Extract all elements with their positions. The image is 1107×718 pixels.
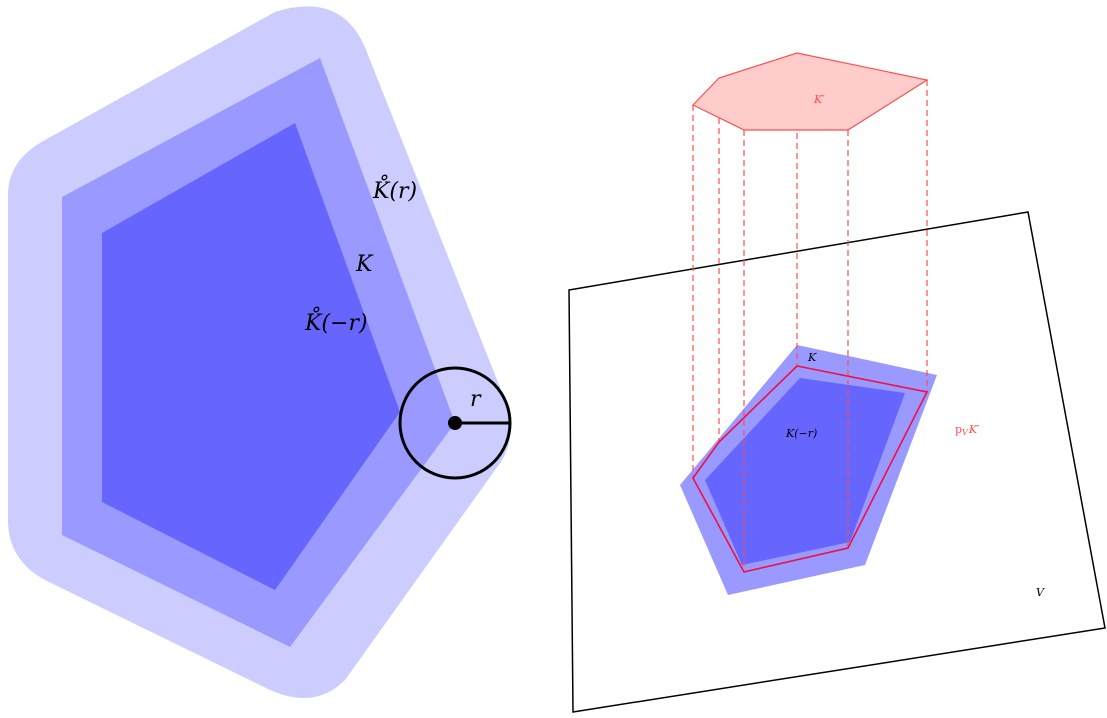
label-k-right: K bbox=[807, 351, 817, 364]
label-mid-k: K bbox=[355, 252, 374, 277]
label-radius-r: r bbox=[470, 387, 482, 412]
label-projection-prefix: p bbox=[955, 423, 962, 436]
hexagon-k-prime bbox=[693, 53, 927, 130]
label-plane-v: V bbox=[1036, 586, 1045, 599]
label-projection-suffix: K′ bbox=[968, 423, 980, 436]
label-k-prime: K′ bbox=[813, 93, 825, 106]
right-figure: K′ K K(−r) pVK′ V bbox=[569, 53, 1105, 712]
label-k-minus-r-right: K(−r) bbox=[785, 427, 817, 440]
left-figure: K̊(r) K K̊(−r) r bbox=[8, 6, 511, 698]
radius-center-dot bbox=[448, 416, 462, 430]
label-projection: pVK′ bbox=[955, 423, 980, 437]
